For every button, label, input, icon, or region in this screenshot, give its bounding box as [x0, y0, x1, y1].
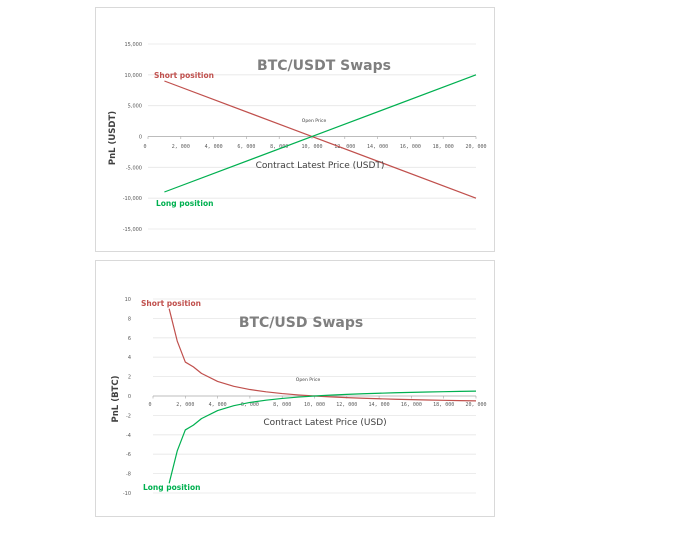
long-position-label: Long position	[143, 483, 200, 492]
x-tick-label: 4, 000	[209, 402, 227, 408]
y-tick-label: 10	[125, 297, 131, 303]
x-tick-label: 18, 000	[433, 144, 454, 150]
short-position-label: Short position	[154, 71, 214, 80]
x-tick-label: 16, 000	[401, 402, 422, 408]
x-tick-label: 20, 000	[465, 144, 486, 150]
x-tick-label: 8, 000	[270, 144, 288, 150]
open-price-annotation: Open Price	[302, 118, 327, 124]
y-tick-label: -10	[123, 491, 131, 497]
y-tick-label: 6	[128, 336, 131, 342]
series-line-short-position	[168, 308, 477, 402]
x-tick-label: 6, 000	[237, 144, 255, 150]
x-tick-label: 14, 000	[369, 402, 390, 408]
x-tick-label: 6, 000	[241, 402, 259, 408]
x-tick-label: 2, 000	[176, 402, 194, 408]
x-tick-label: 10, 000	[301, 144, 322, 150]
series-line-long-position	[164, 74, 477, 193]
x-tick-label: 14, 000	[367, 144, 388, 150]
series-line-long-position	[168, 390, 477, 484]
y-tick-label: -2	[126, 413, 131, 419]
y-tick-label: 0	[128, 394, 131, 400]
y-axis-label: PnL (USDT)	[108, 111, 118, 165]
x-axis-label: Contract Latest Price (USD)	[263, 418, 386, 428]
chart-panel-usd: -10 -8 -6 -4 -2 0 2 4 6 8 10 0 2, 000 4, 000 6, 000 8, …	[95, 260, 495, 517]
short-position-label: Short position	[141, 299, 201, 308]
x-tick-label: 0	[148, 402, 151, 408]
x-tick-label: 4, 000	[205, 144, 223, 150]
y-tick-label: -15,000	[123, 227, 142, 233]
x-tick-label: 16, 000	[400, 144, 421, 150]
y-tick-label: 0	[139, 135, 142, 141]
x-tick-label: 12, 000	[334, 144, 355, 150]
y-axis-label: PnL (BTC)	[111, 375, 121, 422]
y-tick-label: 2	[128, 375, 131, 381]
open-price-annotation: Open Price	[296, 377, 321, 383]
y-tick-label: -8	[126, 472, 131, 478]
series-line-short-position	[164, 80, 477, 199]
x-tick-label: 10, 000	[304, 402, 325, 408]
y-tick-label: -6	[126, 452, 131, 458]
y-tick-label: 10,000	[125, 73, 143, 79]
chart-usd-swaps: -10 -8 -6 -4 -2 0 2 4 6 8 10 0 2, 000 4, 000 6, 000 8, …	[111, 297, 487, 497]
x-axis-label: Contract Latest Price (USDT)	[256, 161, 385, 171]
y-tick-label: -10,000	[123, 196, 142, 202]
chart-usdt-swaps: -15,000 -10,000 -5,000 0 5,000 10,000 15,000 0 2…	[108, 42, 487, 233]
y-tick-label: -4	[126, 433, 131, 439]
x-tick-label: 0	[143, 144, 146, 150]
x-tick-label: 20, 000	[465, 402, 486, 408]
long-position-label: Long position	[156, 199, 213, 208]
y-tick-label: -5,000	[126, 165, 142, 171]
x-tick-label: 8, 000	[273, 402, 291, 408]
chart-title: BTC/USD Swaps	[239, 315, 363, 331]
x-tick-label: 2, 000	[172, 144, 190, 150]
y-tick-label: 4	[128, 355, 131, 361]
x-tick-label: 18, 000	[433, 402, 454, 408]
x-tick-label: 12, 000	[336, 402, 357, 408]
chart-title: BTC/USDT Swaps	[257, 58, 391, 74]
y-tick-label: 8	[128, 316, 131, 322]
y-tick-label: 5,000	[128, 104, 142, 110]
chart-panel-usdt: -15,000 -10,000 -5,000 0 5,000 10,000 15,000 0 2…	[95, 7, 495, 252]
y-tick-label: 15,000	[125, 42, 143, 48]
